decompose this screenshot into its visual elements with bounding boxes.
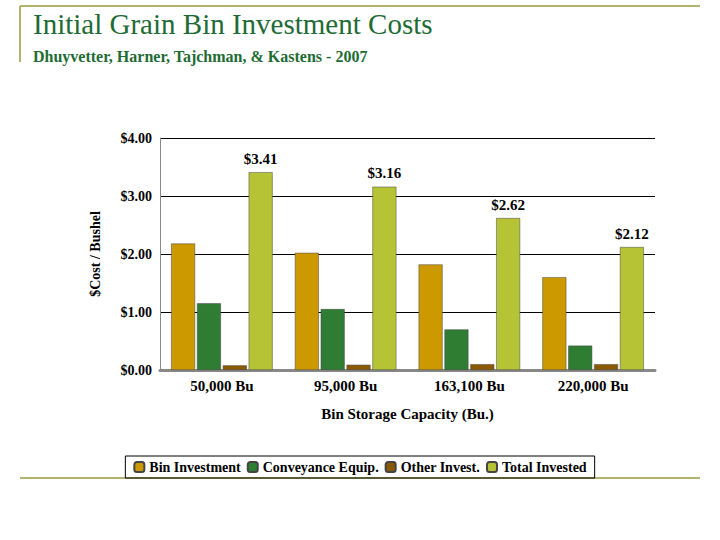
svg-text:$3.16: $3.16 [368,165,402,181]
svg-text:$2.12: $2.12 [615,226,649,242]
svg-text:$0.00: $0.00 [121,363,153,378]
svg-text:50,000 Bu: 50,000 Bu [190,378,253,394]
svg-text:$Cost / Bushel: $Cost / Bushel [88,211,103,297]
svg-text:Dhuyvetter, Harner, Tajchman,: Dhuyvetter, Harner, Tajchman, & Kastens … [33,48,367,66]
svg-text:$3.41: $3.41 [244,151,278,167]
svg-text:163,100 Bu: 163,100 Bu [434,378,505,394]
svg-text:95,000 Bu: 95,000 Bu [314,378,377,394]
svg-text:Bin Investment: Bin Investment [149,460,241,475]
svg-text:Other Invest.: Other Invest. [401,460,480,475]
svg-text:$1.00: $1.00 [121,305,153,320]
svg-text:Conveyance Equip.: Conveyance Equip. [263,460,379,475]
svg-text:Bin Storage Capacity (Bu.): Bin Storage Capacity (Bu.) [321,406,494,423]
svg-text:$2.62: $2.62 [491,197,525,213]
svg-text:Initial Grain Bin Investment C: Initial Grain Bin Investment Costs [33,8,433,40]
svg-text:Total Invested: Total Invested [502,460,587,475]
svg-text:$3.00: $3.00 [121,189,153,204]
svg-text:$4.00: $4.00 [121,131,153,146]
svg-text:220,000 Bu: 220,000 Bu [558,378,629,394]
svg-text:$2.00: $2.00 [121,247,153,262]
